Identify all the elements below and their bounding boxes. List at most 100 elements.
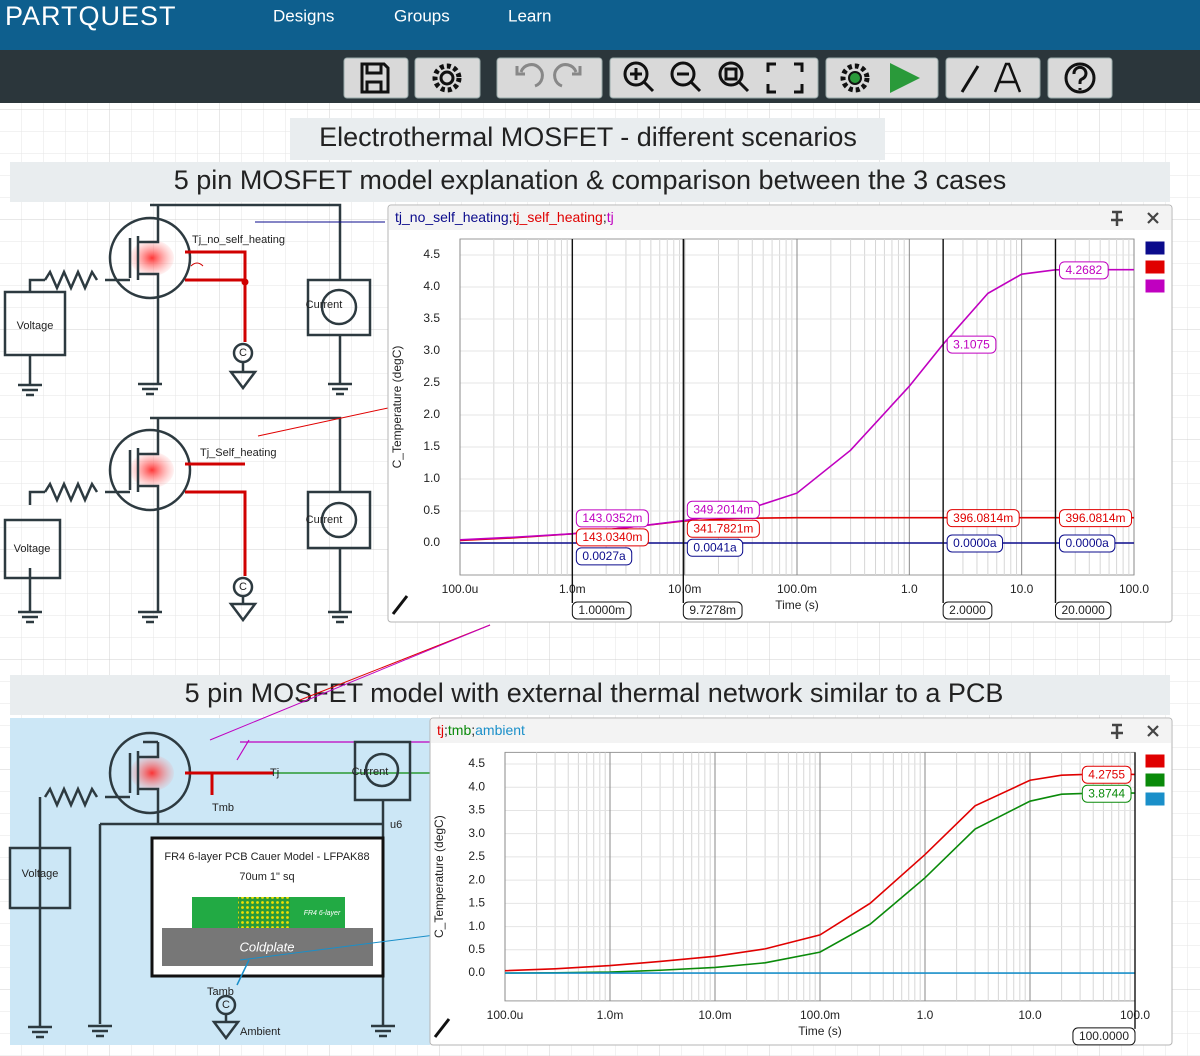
pcb-layer-label: FR4 6-layer <box>304 910 341 917</box>
y-tick-label: 3.0 <box>468 826 485 840</box>
settings-button[interactable] <box>414 57 481 99</box>
ground <box>18 596 352 624</box>
ground <box>28 1014 395 1041</box>
pcb-title: FR4 6-layer PCB Cauer Model - LFPAK88 <box>164 851 369 863</box>
marker-readout-box <box>686 538 744 557</box>
title-box <box>290 118 885 160</box>
panel-header <box>389 206 1171 230</box>
section-title: 5 pin MOSFET model with external thermal… <box>185 678 1004 708</box>
sim-settings-icon <box>840 63 870 93</box>
legend-entry: tj <box>607 209 614 225</box>
y-tick-label: 2.5 <box>423 375 440 389</box>
current-symbol <box>320 288 358 326</box>
legend-entry: tj_no_self_heating <box>395 209 509 225</box>
x-axis-label: Time (s) <box>798 1024 842 1038</box>
x-tick-label: 10.0m <box>698 1008 731 1022</box>
marker-readout-box <box>575 528 649 547</box>
x-tick-label: 10.0 <box>1018 1008 1042 1022</box>
sim-settings-icon <box>848 71 862 85</box>
marker-readout: 396.0814m <box>953 511 1013 525</box>
nav-link[interactable]: Learn <box>508 6 551 25</box>
y-axis-label: C_Temperature (degC) <box>390 346 404 469</box>
coldplate-label: Coldplate <box>240 939 295 954</box>
save-button[interactable] <box>343 57 409 99</box>
marker-x-box <box>942 601 993 620</box>
pcb-subtitle: 70um 1" sq <box>239 871 294 883</box>
legend-entry: tj <box>437 722 444 738</box>
marker-readout-box <box>1058 534 1116 553</box>
y-tick-label: 2.0 <box>423 407 440 421</box>
pcb-label: Ambient <box>240 1026 280 1038</box>
marker-readout: 0.0027a <box>582 549 626 563</box>
marker-readout: 3.8744 <box>1088 786 1125 800</box>
y-tick-label: 0.0 <box>468 965 485 979</box>
probe-letter: C <box>222 999 230 1011</box>
legend-swatch <box>1144 240 1166 256</box>
legend-separator: ; <box>444 722 448 738</box>
y-tick-label: 2.5 <box>468 849 485 863</box>
ground <box>228 362 258 391</box>
y-axis-label: C_Temperature (degC) <box>432 815 446 938</box>
help-button[interactable] <box>1047 57 1113 99</box>
marker-x-box <box>571 601 632 620</box>
y-tick-label: 0.5 <box>468 942 485 956</box>
marker-x-label: 100.0000 <box>1079 1029 1129 1043</box>
wire <box>38 740 385 1027</box>
help-icon <box>1064 62 1096 94</box>
y-tick-label: 3.5 <box>423 311 440 325</box>
x-axis-label: Time (s) <box>775 598 819 612</box>
legend-separator: ; <box>471 722 475 738</box>
source-label: Voltage <box>14 543 51 555</box>
nav-link[interactable]: Designs <box>273 6 334 25</box>
resistor <box>43 785 99 809</box>
nav-link[interactable]: Groups <box>394 6 450 25</box>
logo[interactable]: PARTQUEST <box>5 1 177 31</box>
annotate-buttons[interactable] <box>945 57 1041 99</box>
marker-readout: 0.0000a <box>953 536 997 550</box>
page-title: Electrothermal MOSFET - different scenar… <box>319 122 857 152</box>
current-source <box>306 278 372 337</box>
pin-icon[interactable] <box>1111 210 1123 226</box>
series-line <box>504 792 1136 974</box>
y-tick-label: 4.0 <box>423 279 440 293</box>
marker-x-label: 1.0000m <box>578 603 625 617</box>
gear-icon <box>432 63 462 93</box>
zoom-out-icon <box>670 61 696 87</box>
close-icon[interactable] <box>1147 212 1159 224</box>
marker-readout: 4.2682 <box>1065 263 1102 277</box>
ground <box>18 382 352 397</box>
zoom-buttons[interactable] <box>609 57 819 99</box>
zoom-in-icon <box>630 68 655 93</box>
redo-icon <box>553 63 582 88</box>
section-title: 5 pin MOSFET model explanation & compari… <box>174 165 1006 195</box>
y-tick-label: 1.5 <box>423 439 440 453</box>
marker-readout-box <box>1058 261 1109 280</box>
link <box>239 934 436 961</box>
marker-readout: 0.0000a <box>1065 536 1109 550</box>
voltage-source <box>3 518 62 580</box>
close-icon[interactable] <box>1147 725 1159 737</box>
marker-readout: 143.0340m <box>582 530 642 544</box>
pencil-icon <box>433 1018 451 1038</box>
thermal-wire <box>185 771 273 795</box>
resistor <box>43 268 99 292</box>
marker-readout: 3.1075 <box>953 337 990 351</box>
marker-x-box <box>1054 601 1112 620</box>
legend-separator: ; <box>509 209 513 225</box>
marker-readout-box <box>1081 765 1132 784</box>
simulate-buttons[interactable] <box>825 57 939 99</box>
legend: tj;tmb;ambient <box>437 722 525 738</box>
marker-readout-box <box>686 500 760 519</box>
y-tick-label: 2.0 <box>468 872 485 886</box>
current-source <box>353 740 412 802</box>
series-line <box>504 772 1136 972</box>
wire <box>28 203 342 385</box>
undo-redo-button[interactable] <box>496 57 603 99</box>
x-tick-label: 100.0u <box>442 582 479 596</box>
section-header <box>10 675 1170 715</box>
pin-icon[interactable] <box>1111 723 1123 739</box>
marker-readout-box <box>575 547 633 566</box>
y-tick-label: 4.5 <box>423 247 440 261</box>
pcb-vias <box>238 897 290 928</box>
